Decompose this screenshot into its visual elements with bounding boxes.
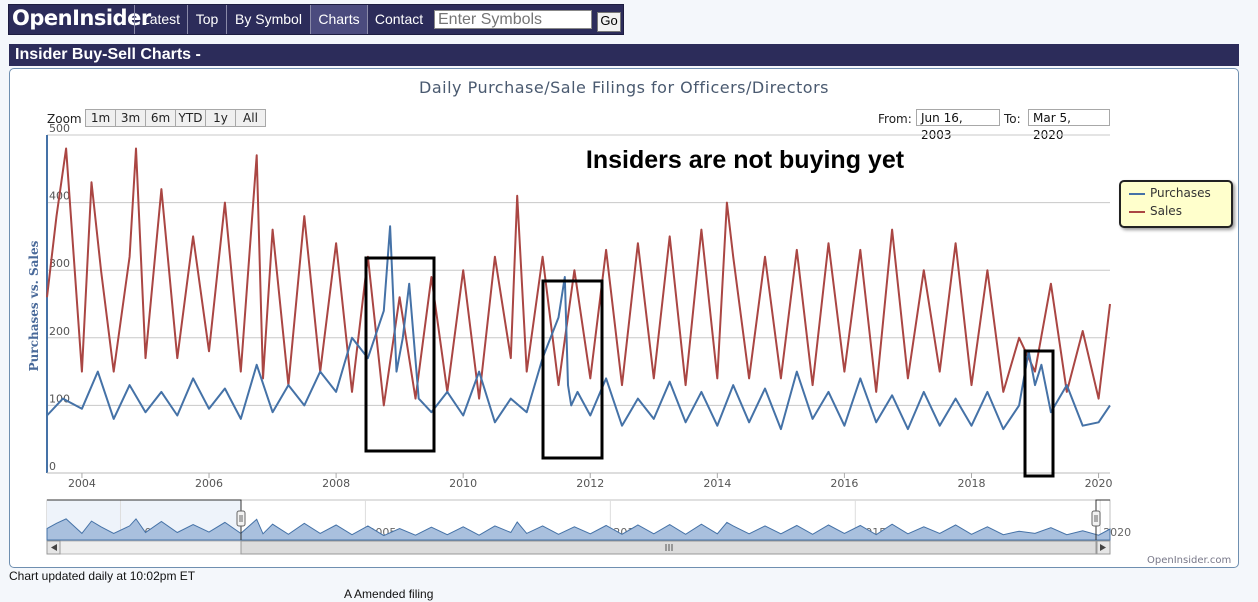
y-tick-label: 0 bbox=[49, 460, 56, 473]
legend-label-purchases: Purchases bbox=[1150, 186, 1211, 200]
legend-swatch-sales bbox=[1129, 210, 1145, 213]
x-tick-label: 2020 bbox=[1085, 477, 1113, 490]
amended-note: A Amended filing bbox=[344, 587, 434, 601]
arrow-right-icon bbox=[1100, 544, 1106, 551]
x-tick-label: 2018 bbox=[957, 477, 985, 490]
legend-label-sales: Sales bbox=[1150, 204, 1182, 218]
x-tick-label: 2014 bbox=[703, 477, 731, 490]
series-line-purchases[interactable] bbox=[46, 225, 1111, 431]
x-tick-label: 2016 bbox=[830, 477, 858, 490]
nav-top[interactable]: Top bbox=[187, 5, 226, 34]
navigator-handle-left[interactable] bbox=[236, 510, 246, 527]
zoom-1m-button[interactable]: 1m bbox=[85, 109, 116, 127]
chart-annotation: Insiders are not buying yet bbox=[585, 146, 905, 174]
from-date-input[interactable]: Jun 16, 2003 bbox=[916, 109, 1000, 142]
series-line-sales[interactable] bbox=[46, 147, 1111, 407]
x-tick-label: 2010 bbox=[449, 477, 477, 490]
x-tick-label: 2012 bbox=[576, 477, 604, 490]
to-label: To: bbox=[1004, 112, 1021, 126]
section-header: Insider Buy-Sell Charts - bbox=[9, 44, 1239, 66]
y-tick-label: 500 bbox=[49, 122, 70, 135]
zoom-label: Zoom bbox=[47, 112, 82, 126]
chart-legend: Purchases Sales bbox=[1119, 180, 1233, 228]
legend-item-purchases[interactable]: Purchases bbox=[1129, 186, 1211, 200]
nav-contact[interactable]: Contact bbox=[367, 5, 430, 34]
x-tick-label: 2004 bbox=[68, 477, 96, 490]
y-tick-label: 100 bbox=[49, 392, 70, 405]
navigator-area bbox=[46, 518, 1111, 541]
zoom-all-button[interactable]: All bbox=[235, 109, 266, 127]
nav-charts[interactable]: Charts bbox=[310, 5, 367, 34]
top-nav-bar: OpenInsider Latest Top By Symbol Charts … bbox=[8, 4, 624, 35]
highlight-box bbox=[541, 279, 604, 460]
nav-by-symbol[interactable]: By Symbol bbox=[226, 5, 310, 34]
chart-panel bbox=[9, 68, 1239, 568]
update-note: Chart updated daily at 10:02pm ET bbox=[9, 569, 196, 583]
go-button[interactable]: Go bbox=[597, 12, 621, 32]
navigator-handle-right[interactable] bbox=[1091, 510, 1101, 527]
x-tick-label: 2008 bbox=[322, 477, 350, 490]
nav-latest[interactable]: Latest bbox=[134, 5, 187, 34]
arrow-left-icon bbox=[51, 544, 57, 551]
chart-credit[interactable]: OpenInsider.com bbox=[1147, 555, 1232, 566]
chart-title: Daily Purchase/Sale Filings for Officers… bbox=[419, 78, 829, 97]
y-tick-label: 300 bbox=[49, 257, 70, 270]
y-axis-title: Purchases vs. Sales bbox=[27, 240, 41, 371]
legend-item-sales[interactable]: Sales bbox=[1129, 204, 1182, 218]
zoom-1y-button[interactable]: 1y bbox=[205, 109, 236, 127]
legend-swatch-purchases bbox=[1129, 192, 1145, 195]
from-label: From: bbox=[878, 112, 912, 126]
zoom-ytd-button[interactable]: YTD bbox=[175, 109, 206, 127]
highlight-box bbox=[364, 256, 436, 453]
navigator-selection-outline bbox=[47, 499, 1110, 540]
highlight-box bbox=[1023, 349, 1055, 478]
x-tick-label: 2006 bbox=[195, 477, 223, 490]
site-logo[interactable]: OpenInsider bbox=[12, 6, 151, 30]
y-tick-label: 200 bbox=[49, 325, 70, 338]
symbol-search-input[interactable] bbox=[434, 10, 592, 29]
